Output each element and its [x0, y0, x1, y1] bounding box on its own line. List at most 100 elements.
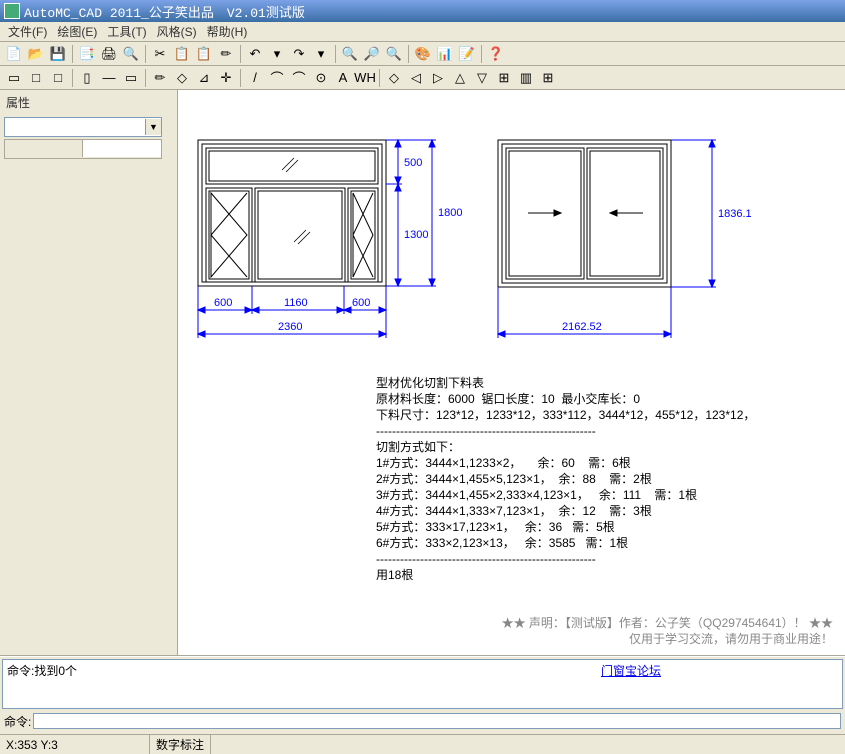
statusbar: X:353 Y:3 数字标注: [0, 734, 845, 754]
std-btn-5[interactable]: 🖨: [99, 44, 119, 64]
app-icon: [4, 3, 20, 19]
draw-btn-18[interactable]: WH: [355, 68, 375, 88]
toolbar-separator: [145, 45, 146, 63]
toolbar-separator: [481, 45, 482, 63]
draw-btn-17[interactable]: A: [333, 68, 353, 88]
draw-btn-9[interactable]: ◇: [172, 68, 192, 88]
sidebar-title: 属性: [2, 92, 175, 113]
main-area: 属性 ▼: [0, 90, 845, 656]
svg-text:600: 600: [352, 297, 370, 309]
std-btn-15[interactable]: ↷: [289, 44, 309, 64]
std-btn-11[interactable]: ✏: [216, 44, 236, 64]
menu-help[interactable]: 帮助(H): [203, 21, 252, 42]
menu-file[interactable]: 文件(F): [4, 21, 51, 42]
command-area: 命令:找到0个 门窗宝论坛 命令:: [0, 656, 845, 734]
draw-btn-16[interactable]: ⊙: [311, 68, 331, 88]
chevron-down-icon: ▼: [145, 119, 161, 135]
draw-btn-24[interactable]: ▽: [472, 68, 492, 88]
draw-btn-26[interactable]: ▥: [516, 68, 536, 88]
draw-btn-21[interactable]: ◁: [406, 68, 426, 88]
std-btn-14[interactable]: ▾: [267, 44, 287, 64]
draw-btn-4[interactable]: ▯: [77, 68, 97, 88]
draw-btn-6[interactable]: ▭: [121, 68, 141, 88]
window-left-dim-text: 500 1300 1800 600 1160 600 2360: [214, 157, 462, 333]
toolbar-separator: [72, 45, 73, 63]
std-btn-13[interactable]: ↶: [245, 44, 265, 64]
std-btn-16[interactable]: ▾: [311, 44, 331, 64]
draw-btn-20[interactable]: ◇: [384, 68, 404, 88]
std-btn-9[interactable]: 📋: [172, 44, 192, 64]
draw-btn-11[interactable]: ✛: [216, 68, 236, 88]
std-btn-22[interactable]: 🎨: [413, 44, 433, 64]
drawing-canvas[interactable]: 500 1300 1800 600 1160 600 2360: [178, 90, 845, 655]
toolbar-separator: [379, 69, 380, 87]
draw-btn-8[interactable]: ✏: [150, 68, 170, 88]
draw-btn-25[interactable]: ⊞: [494, 68, 514, 88]
std-btn-1[interactable]: 📂: [26, 44, 46, 64]
std-btn-20[interactable]: 🔍: [384, 44, 404, 64]
property-combo[interactable]: ▼: [4, 117, 162, 137]
toolbar-separator: [408, 45, 409, 63]
std-btn-10[interactable]: 📋: [194, 44, 214, 64]
sidebar-properties: 属性 ▼: [0, 90, 178, 655]
forum-link[interactable]: 门窗宝论坛: [601, 662, 661, 679]
status-coords: X:353 Y:3: [0, 735, 150, 754]
std-btn-23[interactable]: 📊: [435, 44, 455, 64]
std-btn-24[interactable]: 📝: [457, 44, 477, 64]
command-input[interactable]: [33, 713, 841, 729]
menubar: 文件(F) 绘图(E) 工具(T) 风格(S) 帮助(H): [0, 22, 845, 42]
std-btn-19[interactable]: 🔎: [362, 44, 382, 64]
svg-text:600: 600: [214, 297, 232, 309]
draw-btn-2[interactable]: □: [48, 68, 68, 88]
draw-btn-27[interactable]: ⊞: [538, 68, 558, 88]
svg-text:1836.1: 1836.1: [718, 208, 752, 220]
draw-btn-13[interactable]: /: [245, 68, 265, 88]
draw-btn-23[interactable]: △: [450, 68, 470, 88]
menu-tools[interactable]: 工具(T): [103, 21, 150, 42]
toolbar-separator: [240, 45, 241, 63]
window-title: AutoMC_CAD 2011_公子笑出品 V2.01测试版: [24, 2, 305, 21]
std-btn-0[interactable]: 📄: [4, 44, 24, 64]
draw-btn-10[interactable]: ⊿: [194, 68, 214, 88]
svg-text:2360: 2360: [278, 321, 302, 333]
toolbar-separator: [240, 69, 241, 87]
disclaimer-line2: 仅用于学习交流，请勿用于商业用途！: [502, 631, 833, 647]
property-value-cell[interactable]: [83, 140, 161, 157]
property-name-cell: [5, 140, 83, 157]
draw-btn-5[interactable]: —: [99, 68, 119, 88]
command-label: 命令:: [4, 713, 31, 730]
window-right-dims: [498, 140, 716, 338]
window-left-dims: [198, 140, 436, 338]
svg-text:500: 500: [404, 157, 422, 169]
disclaimer-text: ★★ 声明：【测试版】作者：公子笑（QQ297454641）！ ★★ 仅用于学习…: [502, 615, 833, 647]
svg-text:1300: 1300: [404, 229, 428, 241]
std-btn-6[interactable]: 🔍: [121, 44, 141, 64]
svg-text:1160: 1160: [284, 297, 308, 309]
svg-text:2162.52: 2162.52: [562, 321, 602, 333]
draw-btn-15[interactable]: ⌒: [289, 68, 309, 88]
std-btn-8[interactable]: ✂: [150, 44, 170, 64]
window-right: [498, 140, 671, 287]
draw-btn-1[interactable]: □: [26, 68, 46, 88]
toolbar-separator: [335, 45, 336, 63]
menu-style[interactable]: 风格(S): [153, 21, 201, 42]
draw-btn-22[interactable]: ▷: [428, 68, 448, 88]
command-log[interactable]: 命令:找到0个 门窗宝论坛: [2, 659, 843, 709]
command-input-row: 命令:: [0, 711, 845, 731]
svg-text:1800: 1800: [438, 207, 462, 219]
draw-btn-0[interactable]: ▭: [4, 68, 24, 88]
draw-btn-14[interactable]: ⌒: [267, 68, 287, 88]
toolbar-draw: ▭□□▯—▭✏◇⊿✛/⌒⌒⊙AWH◇◁▷△▽⊞▥⊞: [0, 66, 845, 90]
titlebar: AutoMC_CAD 2011_公子笑出品 V2.01测试版: [0, 0, 845, 22]
status-mode: 数字标注: [150, 735, 211, 754]
std-btn-18[interactable]: 🔍: [340, 44, 360, 64]
std-btn-2[interactable]: 💾: [48, 44, 68, 64]
std-btn-26[interactable]: ❓: [486, 44, 506, 64]
command-log-text: 命令:找到0个: [7, 664, 77, 678]
property-grid[interactable]: [4, 139, 162, 159]
menu-draw[interactable]: 绘图(E): [53, 21, 101, 42]
drawing-svg: 500 1300 1800 600 1160 600 2360: [178, 90, 843, 370]
property-row[interactable]: [5, 140, 161, 158]
toolbar-standard: 📄📂💾📑🖨🔍✂📋📋✏↶▾↷▾🔍🔎🔍🎨📊📝❓: [0, 42, 845, 66]
std-btn-4[interactable]: 📑: [77, 44, 97, 64]
